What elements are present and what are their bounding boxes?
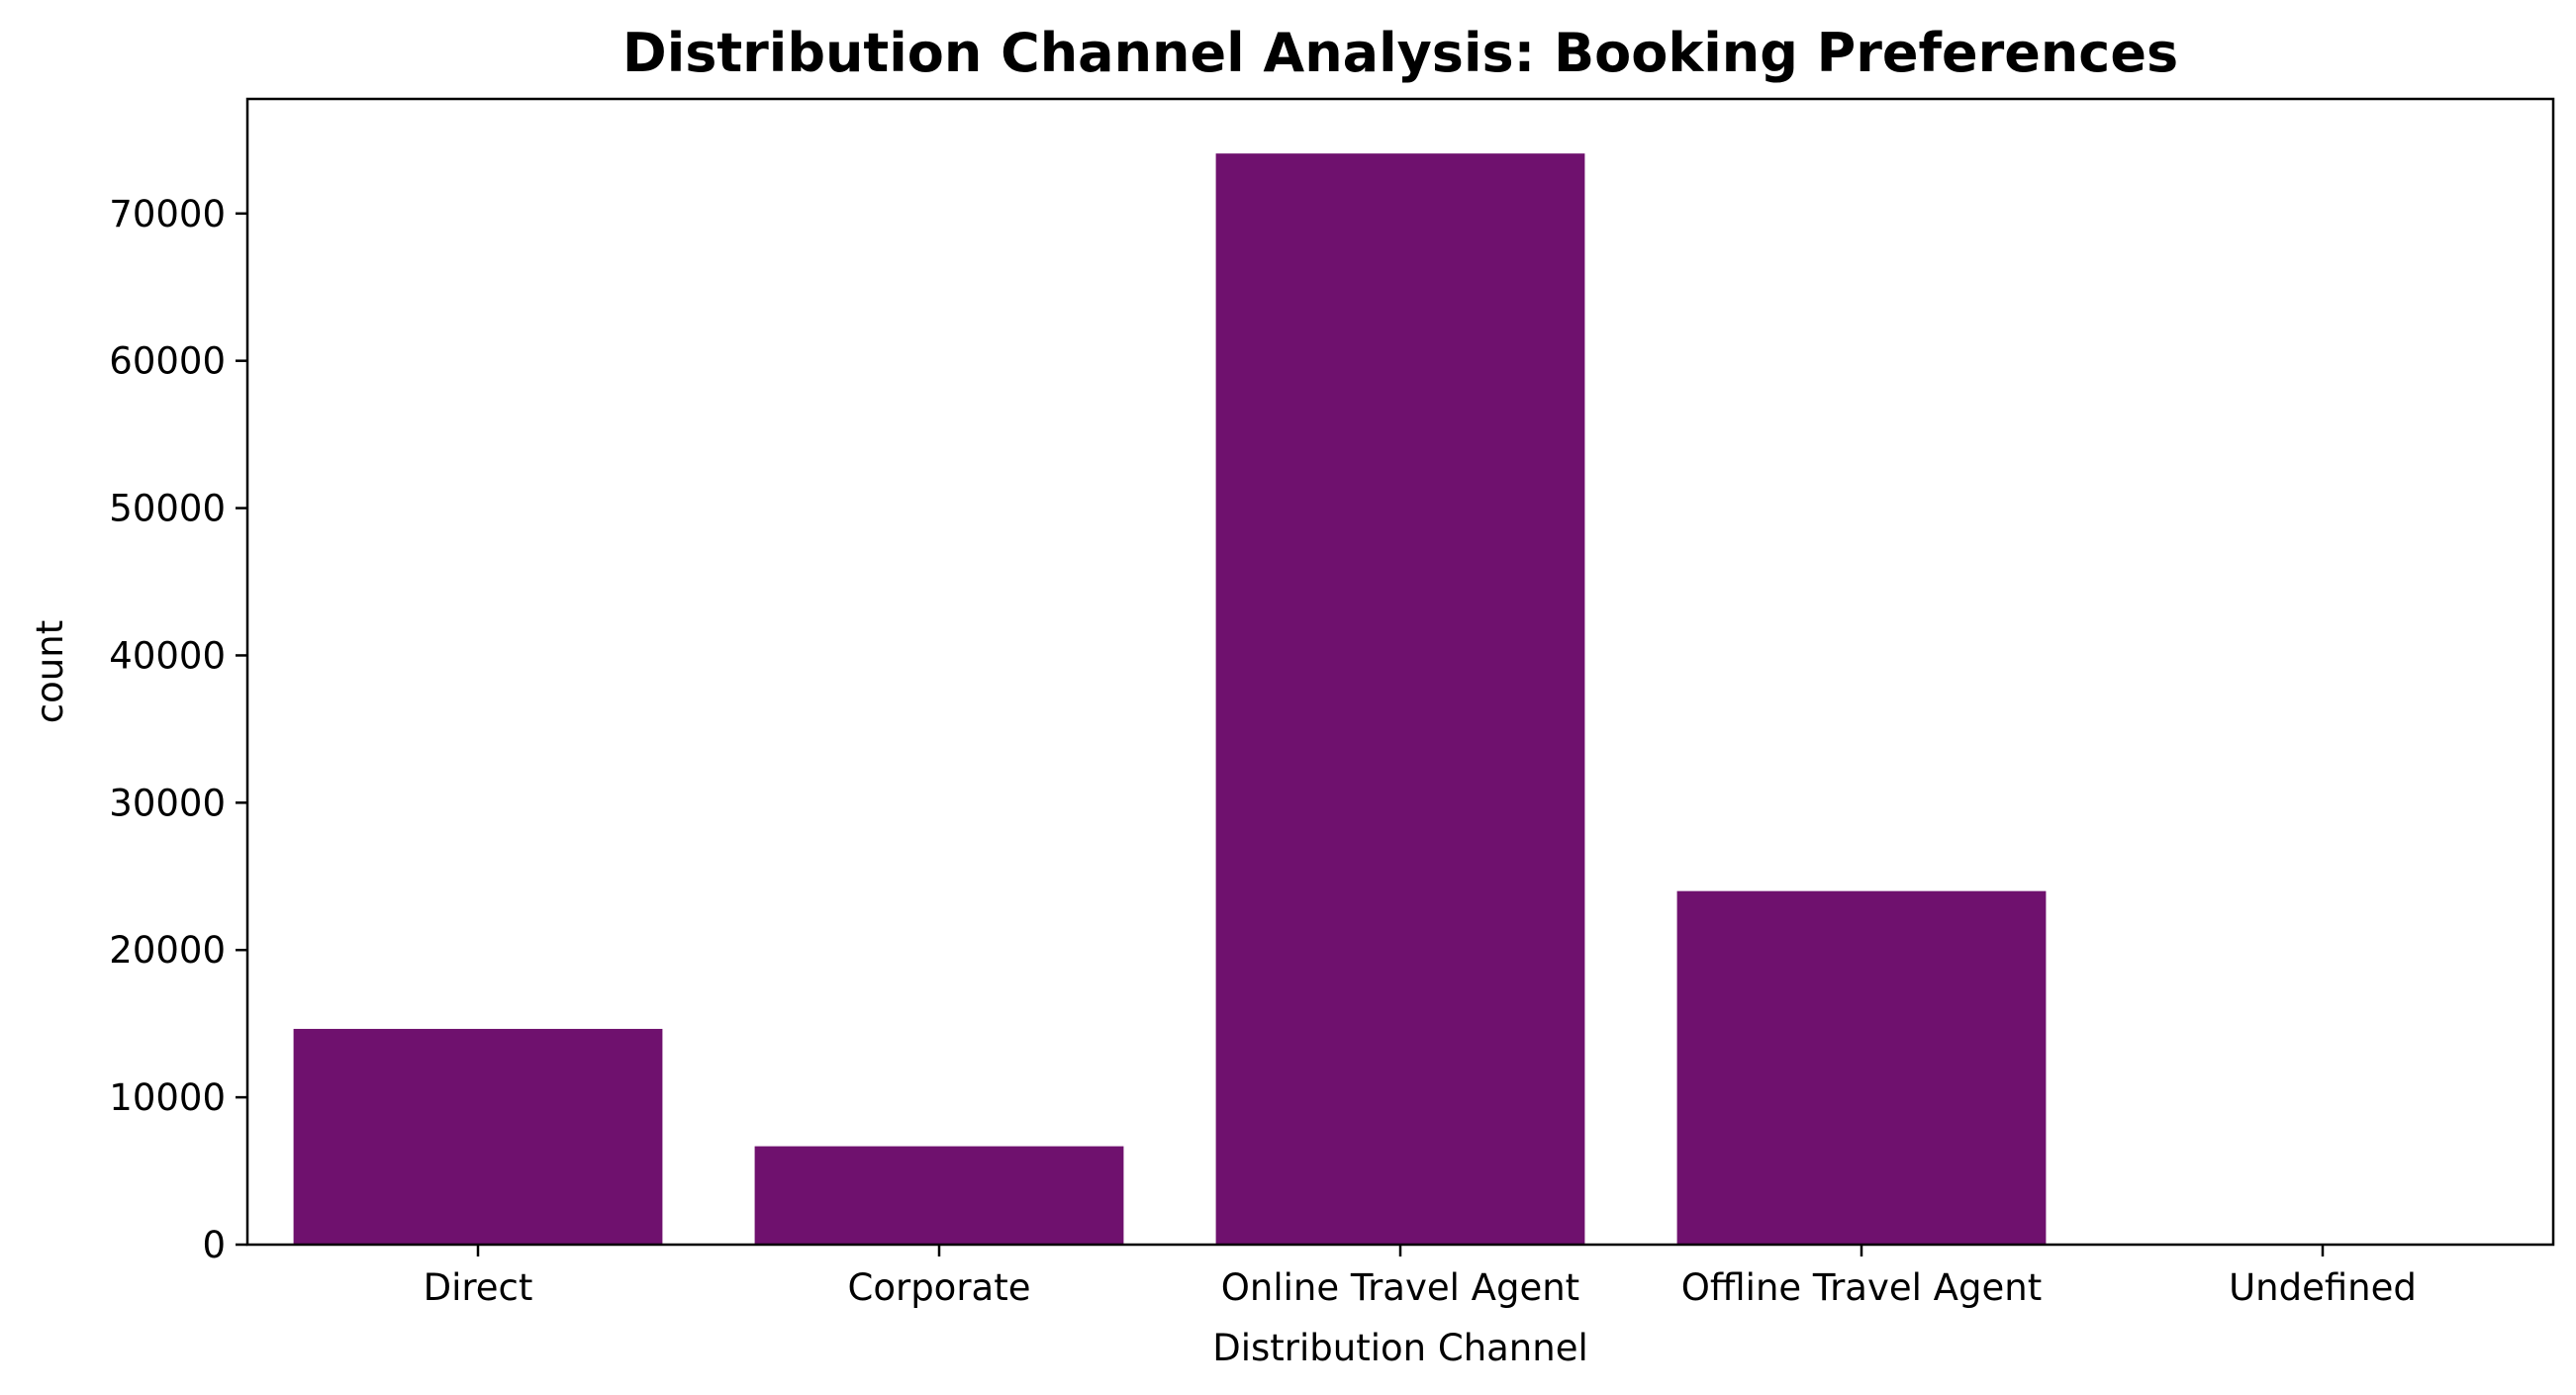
y-tick-label: 50000 xyxy=(109,488,226,530)
bar-corporate xyxy=(754,1146,1124,1245)
y-tick-label: 40000 xyxy=(109,634,226,677)
x-tick-label: Offline Travel Agent xyxy=(1681,1266,2042,1309)
bar-direct xyxy=(293,1028,663,1245)
x-tick-label: Direct xyxy=(424,1266,533,1309)
x-axis-label: Distribution Channel xyxy=(1212,1327,1588,1369)
x-tick-label: Undefined xyxy=(2229,1266,2417,1309)
y-tick-label: 20000 xyxy=(109,929,226,972)
y-axis-ticks: 0 10000 20000 30000 40000 50000 60000 70000 xyxy=(109,193,247,1266)
y-tick-label: 10000 xyxy=(109,1076,226,1119)
x-tick-label: Online Travel Agent xyxy=(1221,1266,1579,1309)
x-axis-ticks: Direct Corporate Online Travel Agent Offlin… xyxy=(424,1245,2417,1309)
x-tick-label: Corporate xyxy=(848,1266,1031,1309)
chart-title: Distribution Channel Analysis: Booking P… xyxy=(622,22,2178,84)
plot-area-frame xyxy=(245,97,2555,1247)
bar-offline-travel-agent xyxy=(1676,890,2047,1245)
y-tick-label: 70000 xyxy=(109,193,226,235)
y-axis-label: count xyxy=(29,620,71,723)
y-tick-label: 0 xyxy=(202,1224,226,1266)
y-tick-label: 30000 xyxy=(109,782,226,824)
bar-online-travel-agent xyxy=(1215,153,1585,1245)
bars-group xyxy=(293,153,2508,1245)
y-tick-label: 60000 xyxy=(109,340,226,383)
